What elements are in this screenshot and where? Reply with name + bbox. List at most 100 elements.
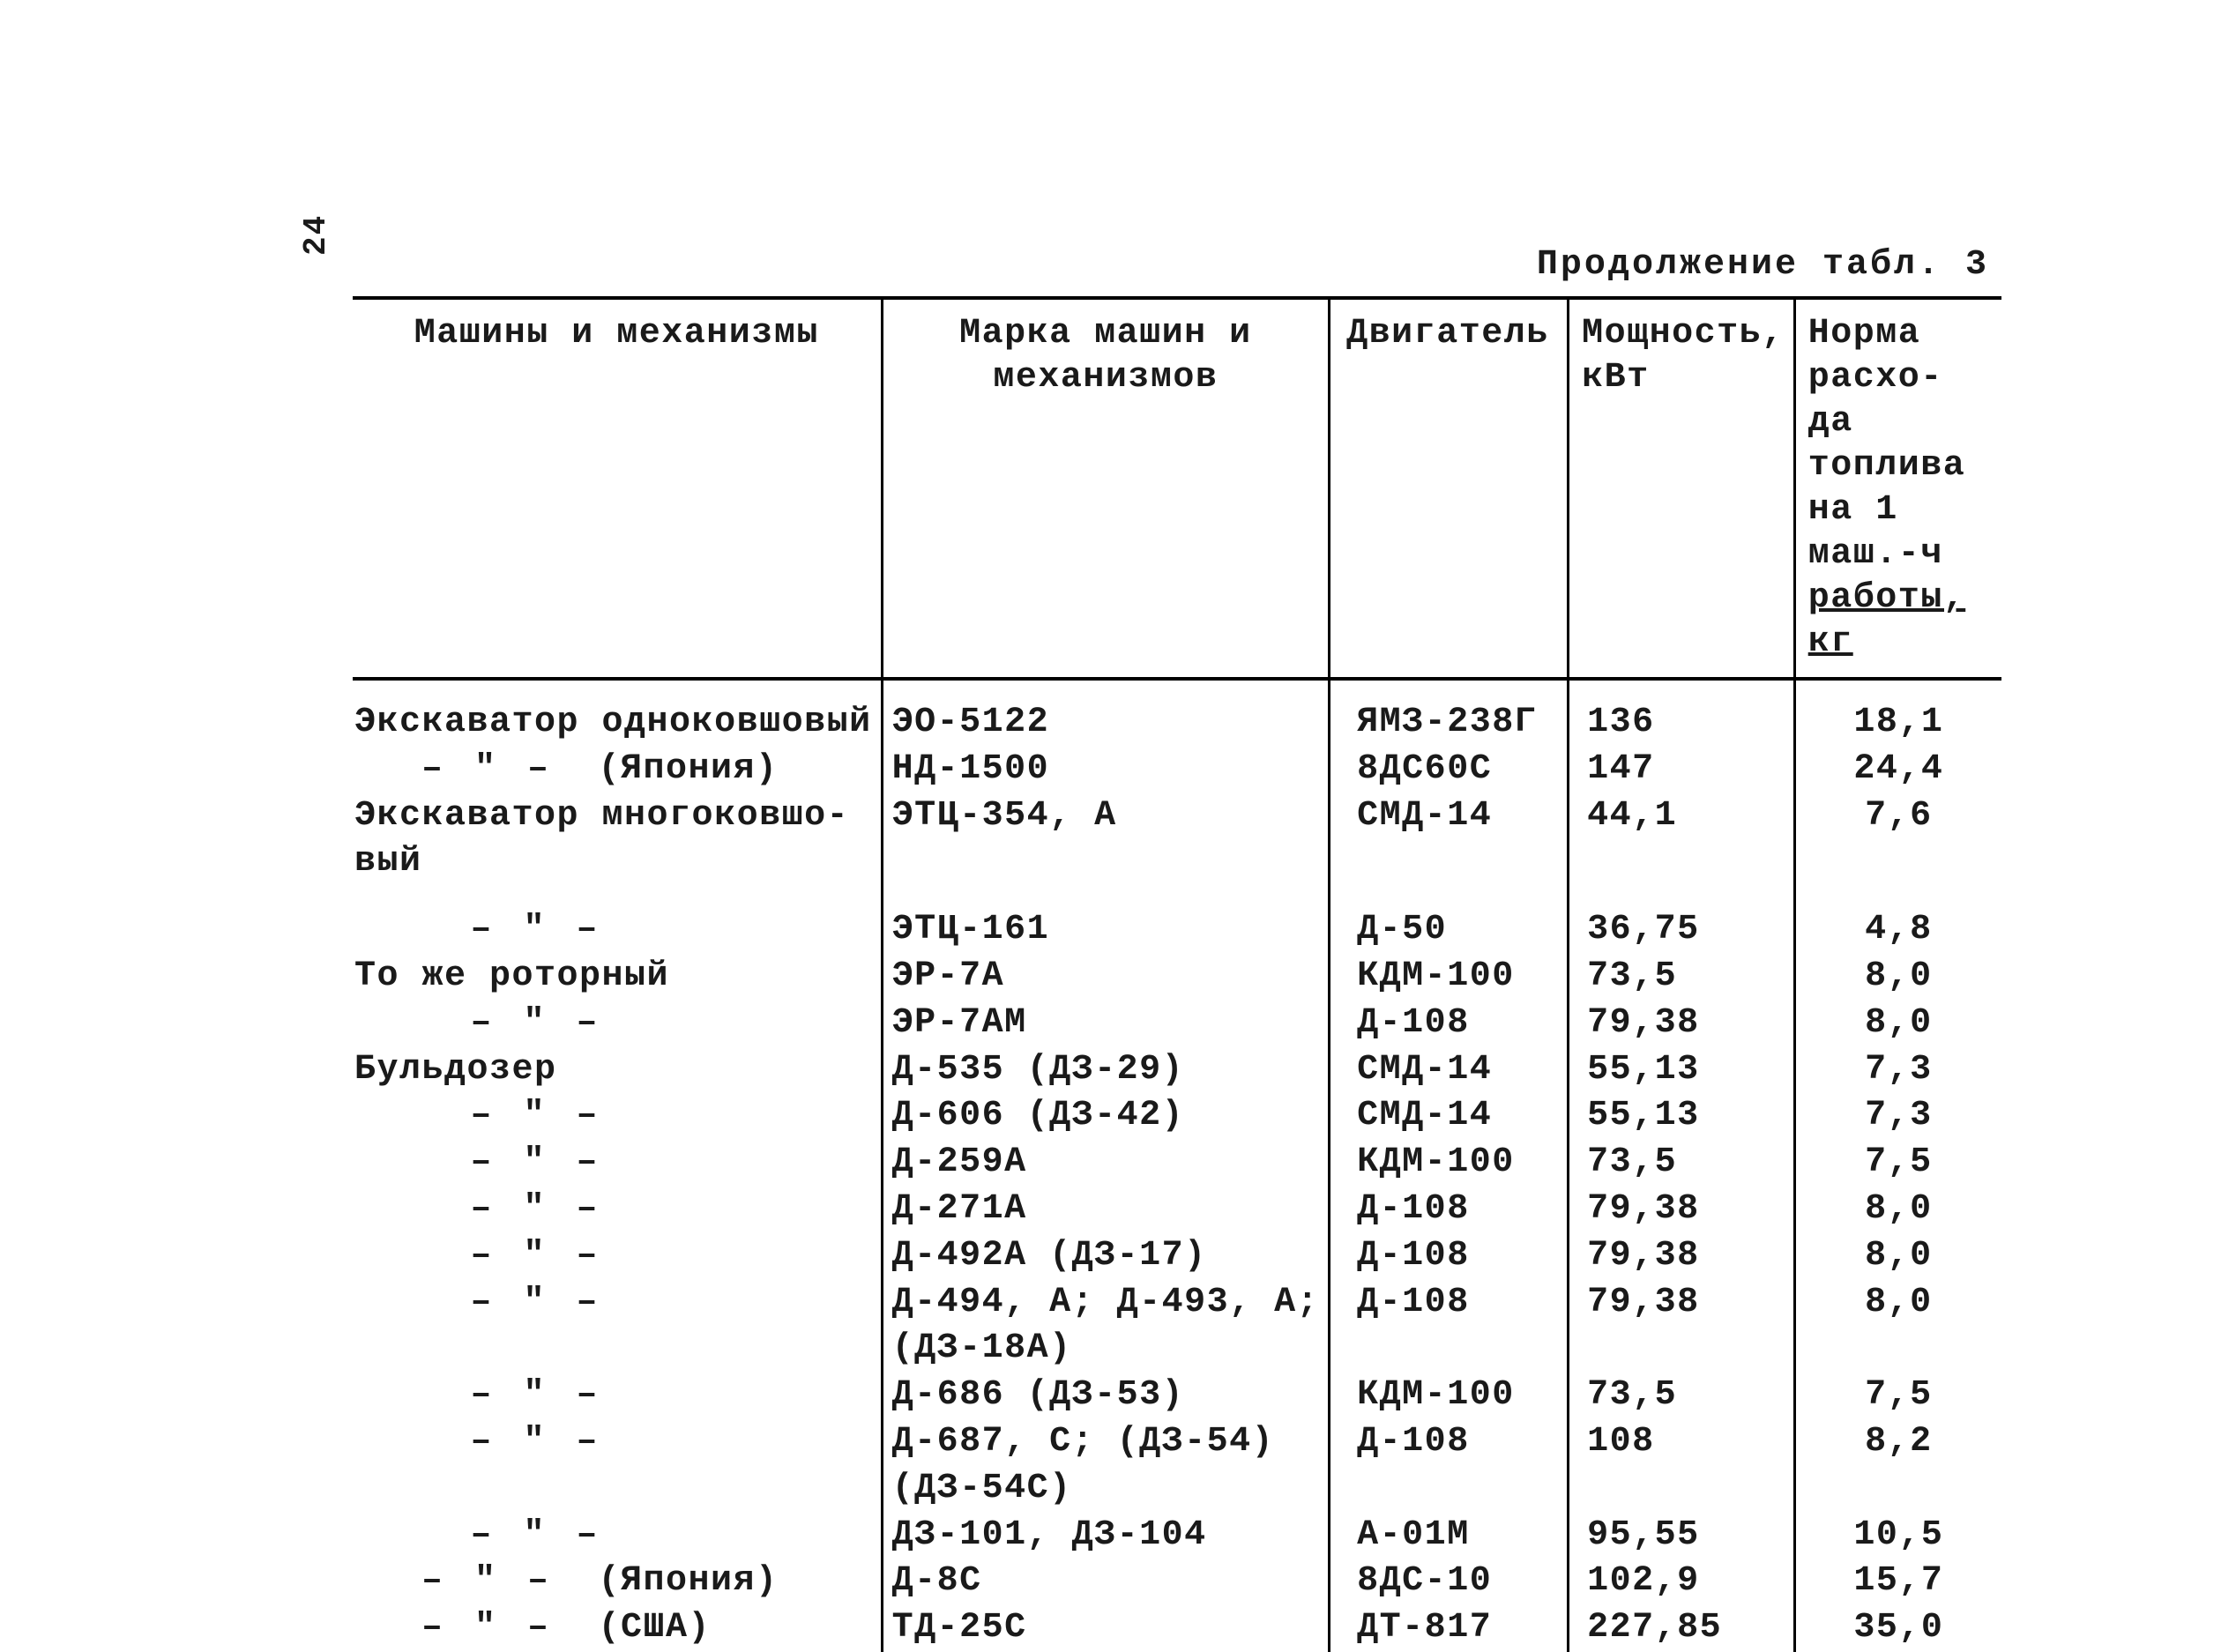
table-row: – ʺ –ЭТЦ-161Д-5036,754,8 [353, 907, 2001, 954]
table-row: Экскаватор многоковшо- выйЭТЦ-354, АСМД-… [353, 793, 2001, 887]
col-machines: Машины и механизмы [353, 298, 882, 679]
table-row: – ʺ –Д-686 (ДЗ-53)КДМ-10073,57,5 [353, 1373, 2001, 1419]
table-caption: Продолжение табл. 3 [1537, 245, 1989, 285]
page-number: 24 [298, 214, 334, 256]
cell-model: Д-8С [882, 1559, 1330, 1605]
ditto-mark: – ʺ – [422, 1513, 652, 1559]
cell-machine: – ʺ – [353, 1233, 882, 1280]
cell-norm [1794, 886, 2001, 907]
table-head: Машины и механизмы Марка машин и механиз… [353, 298, 2001, 679]
cell-engine: 8ДС-10 [1330, 1559, 1569, 1605]
cell-engine: А-01М [1330, 1513, 1569, 1559]
col-power-l2: кВт [1582, 358, 1650, 398]
cell-engine: СМД-14 [1330, 793, 1569, 887]
cell-power: 44,1 [1569, 793, 1795, 887]
cell-machine: – ʺ – (США) [353, 1605, 882, 1652]
cell-machine: Экскаватор одноковшовый [353, 700, 882, 747]
cell-norm: 7,3 [1794, 1093, 2001, 1140]
cell-machine: – ʺ – [353, 1093, 882, 1140]
cell-machine: Экскаватор многоковшо- вый [353, 793, 882, 887]
cell-machine: – ʺ – (Япония) [353, 747, 882, 793]
cell-engine: Д-108 [1330, 1187, 1569, 1233]
table-row: – ʺ –Д-492А (ДЗ-17)Д-10879,388,0 [353, 1233, 2001, 1280]
table-row: – ʺ –Д-494, А; Д-493, А; (ДЗ-18А)Д-10879… [353, 1280, 2001, 1373]
col-power: Мощность, кВт [1569, 298, 1795, 679]
table-row: – ʺ –ЭР-7АМД-10879,388,0 [353, 1001, 2001, 1047]
table-row: – ʺ – (Япония)Д-8С8ДС-10102,915,7 [353, 1559, 2001, 1605]
cell-norm: 8,0 [1794, 1233, 2001, 1280]
cell-norm: 10,5 [1794, 1513, 2001, 1559]
cell-engine: ЯМЗ-238Г [1330, 700, 1569, 747]
table-row: – ʺ –Д-259АКДМ-10073,57,5 [353, 1140, 2001, 1187]
cell-model: Д-494, А; Д-493, А; (ДЗ-18А) [882, 1280, 1330, 1373]
cell-power: 108 [1569, 1419, 1795, 1513]
cell-machine: То же роторный [353, 954, 882, 1001]
cell-power: 73,5 [1569, 954, 1795, 1001]
cell-power: 79,38 [1569, 1280, 1795, 1373]
ditto-mark: – ʺ – [422, 1187, 652, 1233]
table-row: – ʺ –Д-606 (ДЗ-42)СМД-1455,137,3 [353, 1093, 2001, 1140]
cell-machine [353, 886, 882, 907]
cell-engine: КДМ-100 [1330, 1140, 1569, 1187]
table-row: – ʺ –Д-271АД-10879,388,0 [353, 1187, 2001, 1233]
cell-power: 79,38 [1569, 1233, 1795, 1280]
col-norm-l2: да топлива [1808, 402, 1966, 486]
cell-norm: 8,0 [1794, 954, 2001, 1001]
cell-engine: Д-108 [1330, 1001, 1569, 1047]
col-norm-l4: работы, кг [1808, 578, 1966, 662]
ditto-mark: – ʺ – [422, 1001, 652, 1047]
col-norm-l3: на 1 маш.-ч [1808, 490, 1943, 574]
cell-norm: 7,5 [1794, 1140, 2001, 1187]
cell-machine: – ʺ – [353, 1280, 882, 1373]
ditto-mark: – ʺ – [422, 1419, 652, 1466]
table-row: – ʺ – (Япония)НД-15008ДС60С14724,4 [353, 747, 2001, 793]
ditto-mark: – ʺ – [399, 1605, 576, 1652]
cell-power: 55,13 [1569, 1093, 1795, 1140]
table-row: БульдозерД-535 (ДЗ-29)СМД-1455,137,3 [353, 1047, 2001, 1094]
col-norm-l1: Норма расхо- [1808, 314, 1943, 398]
cell-power: 147 [1569, 747, 1795, 793]
spacer-row [353, 679, 2001, 700]
cell-power: 102,9 [1569, 1559, 1795, 1605]
ditto-mark: – ʺ – [422, 1093, 652, 1140]
ditto-mark: – ʺ – [422, 907, 652, 954]
table-row: – ʺ – (США)ТД-25СДТ-817227,8535,0 [353, 1605, 2001, 1652]
ditto-mark: – ʺ – [422, 1233, 652, 1280]
cell-model: Д-535 (ДЗ-29) [882, 1047, 1330, 1094]
cell-model: НД-1500 [882, 747, 1330, 793]
cell-norm: 18,1 [1794, 700, 2001, 747]
cell-power: 136 [1569, 700, 1795, 747]
col-model-l2: механизмов [993, 358, 1218, 398]
cell-power: 95,55 [1569, 1513, 1795, 1559]
cell-power [1569, 886, 1795, 907]
cell-machine: – ʺ – [353, 1187, 882, 1233]
ditto-mark: – ʺ – [422, 1280, 652, 1327]
cell-model: ЭО-5122 [882, 700, 1330, 747]
cell-engine: Д-108 [1330, 1233, 1569, 1280]
ditto-mark: – ʺ – [399, 747, 576, 793]
cell-norm: 4,8 [1794, 907, 2001, 954]
cell-engine [1330, 886, 1569, 907]
cell-model: ТД-25С [882, 1605, 1330, 1652]
cell-power: 73,5 [1569, 1373, 1795, 1419]
cell-model [882, 886, 1330, 907]
cell-norm: 24,4 [1794, 747, 2001, 793]
table-row: Экскаватор одноковшовыйЭО-5122ЯМЗ-238Г13… [353, 700, 2001, 747]
ditto-mark: – ʺ – [422, 1140, 652, 1187]
col-engine: Двигатель [1330, 298, 1569, 679]
cell-engine: КДМ-100 [1330, 954, 1569, 1001]
cell-norm: 15,7 [1794, 1559, 2001, 1605]
ditto-mark: – ʺ – [399, 1559, 576, 1605]
cell-machine: – ʺ – [353, 1513, 882, 1559]
cell-model: ЭР-7А [882, 954, 1330, 1001]
cell-model: Д-606 (ДЗ-42) [882, 1093, 1330, 1140]
ditto-mark: – ʺ – [422, 1373, 652, 1419]
fuel-norm-table: Машины и механизмы Марка машин и механиз… [353, 296, 2001, 1652]
col-norm: Норма расхо- да топлива на 1 маш.-ч рабо… [1794, 298, 2001, 679]
cell-machine: – ʺ – [353, 1001, 882, 1047]
cell-model: ЭР-7АМ [882, 1001, 1330, 1047]
cell-model: Д-271А [882, 1187, 1330, 1233]
cell-norm: 8,0 [1794, 1187, 2001, 1233]
cell-engine: КДМ-100 [1330, 1373, 1569, 1419]
header-row: Машины и механизмы Марка машин и механиз… [353, 298, 2001, 679]
